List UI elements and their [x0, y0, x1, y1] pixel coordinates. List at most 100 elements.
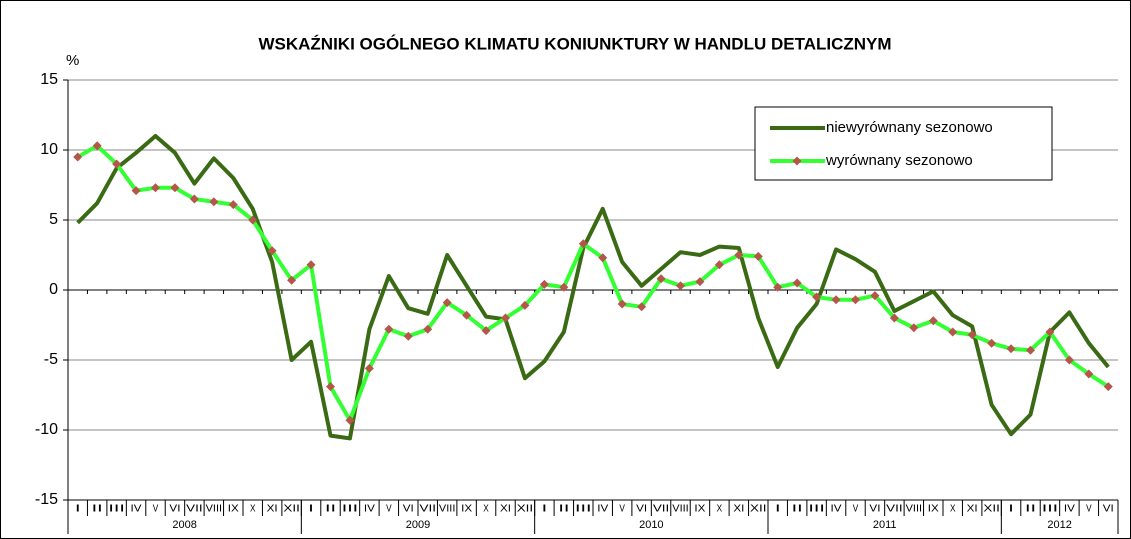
x-tick-label: VIII [439, 504, 455, 515]
marker [928, 316, 938, 326]
marker [812, 292, 822, 302]
marker [598, 253, 608, 263]
x-tick-label: V [386, 504, 392, 515]
x-tick-label: IV [597, 504, 608, 515]
marker [831, 295, 841, 305]
marker [1084, 369, 1094, 379]
x-tick-label: XI [733, 504, 744, 515]
marker [287, 275, 297, 285]
marker [1045, 327, 1055, 337]
marker [695, 277, 705, 287]
chart-title: WSKAŹNIKI OGÓLNEGO KLIMATU KONIUNKTURY W… [258, 34, 891, 53]
marker [501, 313, 510, 323]
y-tick-label: -10 [35, 421, 58, 438]
x-tick-label: I [308, 504, 314, 515]
x-tick-label: VI [403, 504, 414, 515]
marker [1006, 344, 1016, 354]
x-tick-label: VIII [906, 504, 922, 515]
x-tick-label: I [75, 504, 81, 515]
x-tick-label: VIII [672, 504, 688, 515]
y-tick-label: 5 [49, 211, 58, 228]
marker [131, 186, 141, 196]
marker [967, 330, 977, 340]
y-tick-label: 10 [40, 141, 58, 158]
x-tick-label: II [1025, 504, 1036, 515]
marker [948, 327, 958, 337]
marker [1064, 355, 1074, 365]
marker [851, 295, 860, 305]
marker [384, 324, 394, 334]
marker [578, 239, 588, 249]
x-tick-label: V [1086, 504, 1092, 515]
legend-label: niewyrównany sezonowo [826, 119, 993, 136]
marker [189, 194, 199, 204]
x-tick-label: IX [694, 504, 705, 515]
marker [481, 326, 491, 336]
year-label: 2010 [639, 519, 663, 531]
marker [364, 363, 374, 373]
x-tick-label: VI [869, 504, 880, 515]
x-tick-label: XII [983, 504, 999, 515]
marker [248, 215, 258, 225]
x-tick-label: X [250, 504, 256, 515]
x-tick-label: I [542, 504, 548, 515]
marker [73, 152, 83, 162]
x-tick-label: III [108, 504, 124, 515]
x-tick-label: II [792, 504, 803, 515]
x-tick-label: VIII [206, 504, 222, 515]
x-tick-label: VI [636, 504, 647, 515]
marker [112, 159, 122, 169]
marker [151, 183, 160, 193]
x-tick-label: IX [228, 504, 239, 515]
marker [423, 324, 433, 334]
marker [987, 338, 997, 348]
marker [267, 246, 277, 256]
marker [539, 279, 549, 289]
marker [345, 415, 355, 425]
x-tick-label: X [483, 504, 489, 515]
y-label: % [66, 52, 79, 69]
marker [753, 251, 763, 261]
series-line [76, 134, 1110, 441]
x-tick-label: I [1008, 504, 1014, 515]
y-tick-label: 0 [49, 281, 58, 298]
marker [403, 331, 413, 341]
x-tick-label: XII [517, 504, 533, 515]
x-tick-label: III [342, 504, 358, 515]
x-tick-label: II [558, 504, 569, 515]
x-tick-label: IV [831, 504, 842, 515]
legend-label: wyrównany sezonowo [825, 152, 973, 169]
x-tick-label: V [853, 504, 859, 515]
marker [714, 260, 724, 270]
marker [520, 300, 530, 310]
marker [306, 260, 316, 270]
marker [870, 291, 880, 301]
x-tick-label: I [775, 504, 781, 515]
x-tick-label: XI [967, 504, 978, 515]
marker [909, 323, 919, 333]
year-label: 2011 [873, 519, 897, 531]
y-tick-label: -5 [44, 351, 58, 368]
marker [617, 299, 627, 309]
x-tick-label: II [325, 504, 336, 515]
marker [676, 281, 685, 291]
marker [773, 282, 783, 292]
x-tick-label: XII [283, 504, 299, 515]
marker [326, 382, 335, 392]
marker [559, 282, 569, 292]
x-tick-label: X [950, 504, 956, 515]
x-tick-label: II [92, 504, 103, 515]
x-tick-label: VII [653, 504, 669, 515]
x-tick-label: IX [928, 504, 939, 515]
x-tick-label: IV [364, 504, 375, 515]
x-tick-label: III [1042, 504, 1058, 515]
x-tick-label: VI [169, 504, 180, 515]
x-tick-label: XI [500, 504, 511, 515]
marker [442, 298, 452, 308]
x-tick-label: XII [750, 504, 766, 515]
x-tick-label: VII [886, 504, 902, 515]
marker [792, 278, 802, 288]
year-label: 2012 [1047, 519, 1071, 531]
